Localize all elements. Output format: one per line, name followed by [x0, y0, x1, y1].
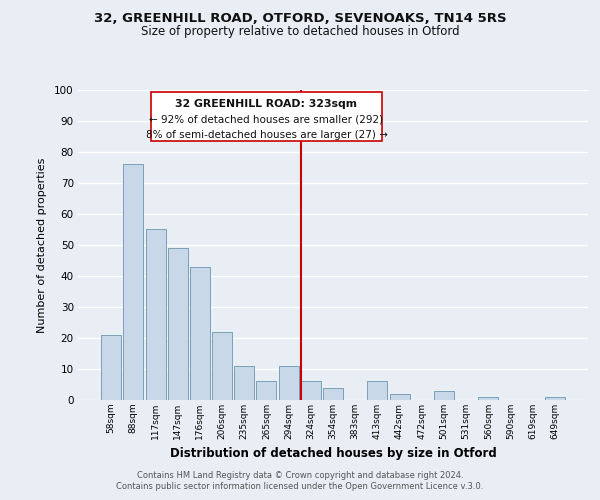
- Text: ← 92% of detached houses are smaller (292): ← 92% of detached houses are smaller (29…: [149, 115, 383, 125]
- Bar: [256, 382, 277, 400]
- Bar: [545, 397, 565, 400]
- Text: Size of property relative to detached houses in Otford: Size of property relative to detached ho…: [140, 25, 460, 38]
- Bar: [212, 332, 232, 400]
- Text: 32 GREENHILL ROAD: 323sqm: 32 GREENHILL ROAD: 323sqm: [175, 100, 358, 110]
- Text: 32, GREENHILL ROAD, OTFORD, SEVENOAKS, TN14 5RS: 32, GREENHILL ROAD, OTFORD, SEVENOAKS, T…: [94, 12, 506, 26]
- Bar: [478, 397, 498, 400]
- Bar: [323, 388, 343, 400]
- Bar: [367, 382, 388, 400]
- X-axis label: Distribution of detached houses by size in Otford: Distribution of detached houses by size …: [170, 448, 496, 460]
- Bar: [301, 382, 321, 400]
- Bar: [278, 366, 299, 400]
- Y-axis label: Number of detached properties: Number of detached properties: [37, 158, 47, 332]
- Text: 8% of semi-detached houses are larger (27) →: 8% of semi-detached houses are larger (2…: [146, 130, 388, 140]
- Bar: [234, 366, 254, 400]
- Bar: [151, 92, 382, 141]
- Bar: [190, 266, 210, 400]
- Bar: [101, 335, 121, 400]
- Bar: [434, 390, 454, 400]
- Bar: [146, 230, 166, 400]
- Bar: [168, 248, 188, 400]
- Text: Contains public sector information licensed under the Open Government Licence v.: Contains public sector information licen…: [116, 482, 484, 491]
- Text: Contains HM Land Registry data © Crown copyright and database right 2024.: Contains HM Land Registry data © Crown c…: [137, 471, 463, 480]
- Bar: [124, 164, 143, 400]
- Bar: [389, 394, 410, 400]
